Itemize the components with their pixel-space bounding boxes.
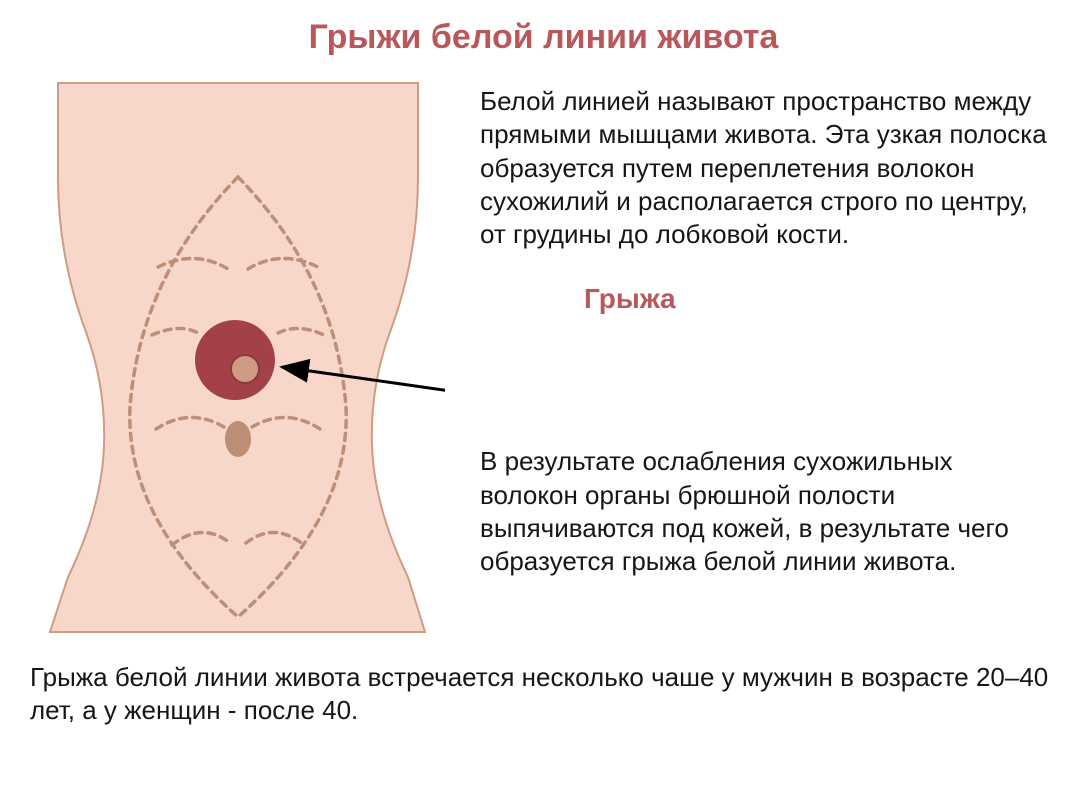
content-row: Белой линией называют пространство между… bbox=[30, 77, 1057, 637]
navel bbox=[225, 421, 251, 457]
paragraph-2: В результате ослабления сухожильных воло… bbox=[480, 445, 1057, 578]
text-column: Белой линией называют пространство между… bbox=[480, 77, 1057, 637]
hernia-inner bbox=[231, 355, 259, 383]
page-title: Грыжи белой линии живота bbox=[30, 18, 1057, 57]
paragraph-1: Белой линией называют пространство между… bbox=[480, 85, 1057, 251]
footer-text: Грыжа белой линии живота встречается нес… bbox=[30, 661, 1057, 728]
torso-diagram bbox=[30, 77, 445, 637]
hernia-label: Грыжа bbox=[584, 283, 1057, 315]
illustration-column bbox=[30, 77, 445, 637]
